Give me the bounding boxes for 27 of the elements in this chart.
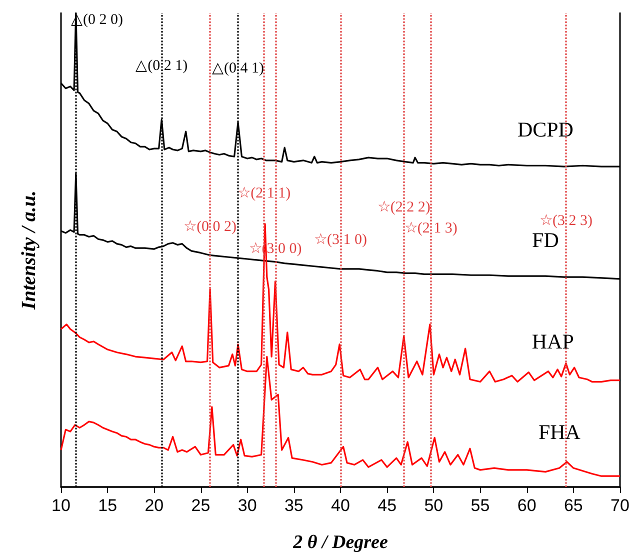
x-tick-label: 25 bbox=[191, 496, 210, 515]
x-tick-label: 50 bbox=[424, 496, 444, 515]
annotation: ☆(2 2 2) bbox=[377, 199, 430, 216]
x-tick-label: 30 bbox=[238, 496, 257, 515]
x-tick-label: 40 bbox=[331, 496, 350, 515]
x-tick-label: 55 bbox=[470, 496, 490, 515]
x-tick-label: 35 bbox=[284, 496, 304, 515]
x-tick-label: 65 bbox=[564, 496, 583, 515]
annotation: ☆(3 1 0) bbox=[314, 232, 367, 248]
y-axis-title: Intensity / a.u. bbox=[18, 190, 40, 310]
x-tick-label: 15 bbox=[98, 496, 118, 515]
annotation: ☆(0 0 2) bbox=[184, 218, 237, 235]
x-tick-label: 45 bbox=[378, 496, 397, 515]
x-tick-label: 60 bbox=[517, 496, 536, 515]
x-tick-label: 20 bbox=[144, 496, 164, 515]
annotation: △(0 2 1) bbox=[136, 58, 188, 74]
series-label: DCPD bbox=[517, 118, 574, 142]
annotation: ☆(2 1 1) bbox=[238, 186, 291, 202]
x-tick-label: 10 bbox=[52, 496, 70, 515]
series-label: FHA bbox=[538, 420, 582, 444]
x-axis-title: 2 θ / Degree bbox=[292, 532, 388, 553]
series-label: FD bbox=[532, 228, 559, 252]
annotation: ☆(2 1 3) bbox=[404, 220, 458, 237]
series-label: HAP bbox=[532, 330, 574, 354]
annotation: △(0 4 1) bbox=[212, 60, 264, 76]
annotation: ☆(3 2 3) bbox=[539, 213, 592, 230]
x-tick-label: 70 bbox=[610, 496, 630, 515]
